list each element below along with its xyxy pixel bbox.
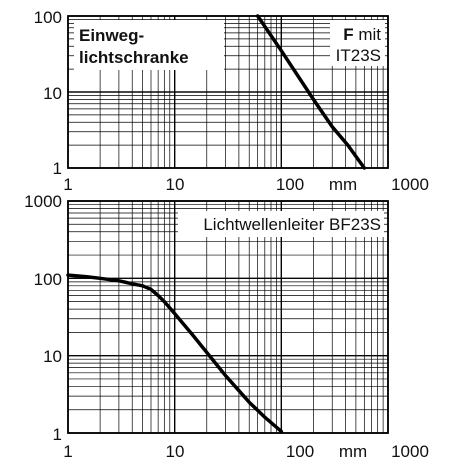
chart-1-label-right-rest: mit — [354, 25, 382, 44]
chart-2-series-line-0 — [66, 273, 284, 434]
chart-2-frame — [67, 200, 389, 434]
chart-1-series-line-0 — [255, 14, 367, 170]
chart-1-xtick-1: 1 — [63, 175, 72, 194]
chart-2-ytick-1: 1 — [53, 425, 62, 444]
chart-2-ytick-1000: 1000 — [24, 192, 62, 211]
chart-1-label-right-bold: F — [343, 25, 353, 44]
chart-2-label: Lichtwellenleiter BF23S — [203, 215, 381, 234]
chart-1-ytick-1: 1 — [53, 159, 62, 178]
chart-2-xtick-100: 100 — [286, 442, 314, 461]
chart-1-label-left-line2: lichtschranke — [79, 48, 189, 67]
chart-2-series — [66, 273, 284, 434]
chart-1-ytick-100: 100 — [34, 8, 62, 27]
chart-1-right-label-bg — [330, 20, 385, 66]
chart-2-xtick-1: 1 — [63, 442, 72, 461]
chart-2-label-bg — [178, 211, 384, 237]
chart-1-xtick-100: 100 — [276, 175, 304, 194]
chart-2-x-unit: mm — [339, 442, 367, 461]
chart-1-ytick-10: 10 — [43, 84, 62, 103]
chart-1-x-unit: mm — [329, 175, 357, 194]
chart-1-label-right-line2: IT23S — [336, 46, 381, 65]
chart-2-ytick-100: 100 — [34, 270, 62, 289]
chart-1-xtick-1000: 1000 — [391, 175, 429, 194]
chart-2-ytick-10: 10 — [43, 347, 62, 366]
chart-1-label-right-line1: F mit — [343, 25, 381, 44]
chart-1-xtick-10: 10 — [166, 175, 185, 194]
chart-2: Lichtwellenleiter BF23S 1000 100 10 1 1 … — [24, 192, 429, 461]
chart-1-label-left-line1: Einweg- — [79, 26, 144, 45]
chart-2-xtick-10: 10 — [166, 442, 185, 461]
chart-1-frame — [67, 15, 389, 169]
chart-1: Einweg- lichtschranke F mit IT23S 100 10… — [34, 8, 429, 194]
chart-1-series — [255, 14, 367, 170]
chart-2-xtick-1000: 1000 — [391, 442, 429, 461]
chart-1-left-label-bg — [74, 20, 224, 70]
